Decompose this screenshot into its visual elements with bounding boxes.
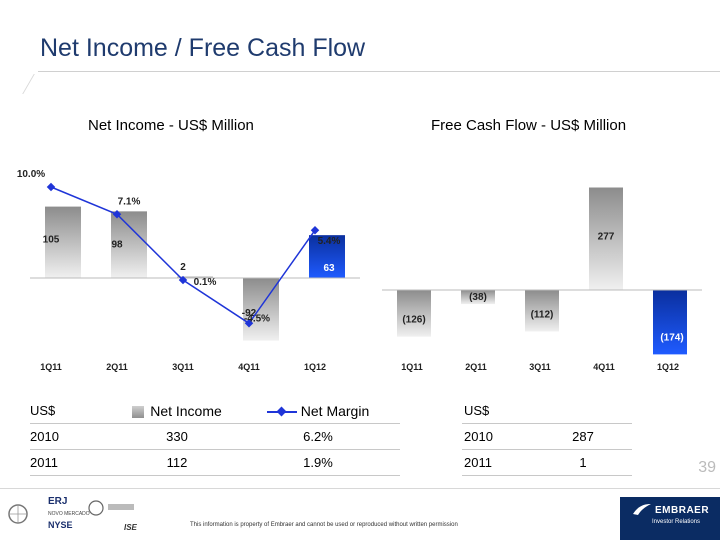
net-income-bar <box>309 235 345 278</box>
net-margin-value-label: -4.5% <box>244 313 270 324</box>
unit-label: US$ <box>462 398 534 424</box>
net-income-value-label: 63 <box>323 263 335 274</box>
category-tick-label: 2Q11 <box>106 362 128 372</box>
company-logo-text: EMBRAER <box>655 505 710 516</box>
table-row: 2010 330 6.2% <box>30 423 400 450</box>
nyse-logo-text: NYSE <box>48 520 73 530</box>
fcf-annual-table: US$ 2010 287 2011 1 <box>462 398 632 476</box>
table-row: 2010 287 <box>462 423 632 450</box>
year-cell: 2011 <box>30 449 118 476</box>
net-income-header: Net Income <box>150 402 222 419</box>
fcf-bar <box>525 290 559 332</box>
novo-mercado-logo-text: NOVO MERCADO <box>48 511 90 517</box>
net-income-value-label: -92 <box>242 308 257 319</box>
net-margin-point <box>46 182 56 192</box>
net-margin-point <box>310 225 320 235</box>
category-tick-label: 4Q11 <box>238 362 260 372</box>
net-income-bar <box>177 276 213 279</box>
net-margin-value-label: 10.0% <box>17 169 45 180</box>
bar-legend-swatch <box>132 406 145 419</box>
category-tick-label: 3Q11 <box>529 362 551 372</box>
category-tick-label: 3Q11 <box>172 362 194 372</box>
net-margin-cell: 6.2% <box>236 423 400 450</box>
net-income-value-label: 98 <box>111 239 123 250</box>
net-income-value-label: 105 <box>43 235 60 246</box>
net-income-bar <box>111 211 147 278</box>
category-tick-label: 1Q12 <box>657 362 679 372</box>
embraer-logo-icon <box>633 504 651 515</box>
title-divider <box>38 71 720 72</box>
net-income-cell: 112 <box>118 449 236 476</box>
net-income-chart-title: Net Income - US$ Million <box>88 117 254 134</box>
year-cell: 2011 <box>462 449 534 476</box>
footer-divider <box>0 488 720 489</box>
fcf-bar <box>397 290 431 337</box>
unit-label: US$ <box>30 398 118 424</box>
net-income-value-label: 2 <box>180 262 186 273</box>
net-margin-legend: Net Margin <box>236 398 400 424</box>
fcf-value-label: (126) <box>402 315 425 326</box>
net-margin-point <box>112 210 122 219</box>
net-margin-value-label: 7.1% <box>118 196 141 207</box>
year-cell: 2010 <box>462 423 534 450</box>
net-income-legend: Net Income <box>118 398 236 424</box>
net-income-cell: 330 <box>118 423 236 450</box>
footer-disclaimer: This information is property of Embraer … <box>190 522 458 528</box>
category-tick-label: 1Q11 <box>40 362 62 372</box>
fcf-chart-title: Free Cash Flow - US$ Million <box>431 117 627 134</box>
net-margin-cell: 1.9% <box>236 449 400 476</box>
table-header-row: US$ <box>462 398 632 424</box>
category-tick-label: 4Q11 <box>593 362 615 372</box>
slide-title: Net Income / Free Cash Flow <box>40 34 366 62</box>
fcf-value-label: (112) <box>531 309 554 320</box>
index-logo-bar <box>108 504 134 510</box>
net-margin-header: Net Margin <box>300 402 370 419</box>
embraer-logo-panel <box>620 497 720 540</box>
category-tick-label: 1Q12 <box>304 362 326 372</box>
net-income-annual-table: US$ Net Income Net Margin 2010 330 6.2% … <box>30 398 400 476</box>
category-tick-label: 2Q11 <box>465 362 487 372</box>
fcf-value-label: 277 <box>598 232 615 243</box>
net-income-bar <box>45 206 81 278</box>
fcf-bar <box>461 290 495 305</box>
net-margin-value-label: 5.4% <box>318 236 341 247</box>
line-legend-swatch <box>266 406 297 418</box>
table-row: 2011 112 1.9% <box>30 449 400 476</box>
fcf-value-label: (38) <box>469 292 487 303</box>
fcf-bar <box>653 290 687 355</box>
table-header-row: US$ Net Income Net Margin <box>30 398 400 424</box>
index-logo-icon <box>88 500 104 516</box>
exchange-logos: ERJ NOVO MERCADO NYSE ISE <box>8 496 138 532</box>
slide-number: 39 <box>698 459 716 476</box>
fcf-bar <box>589 187 623 290</box>
empty-header-cell <box>534 398 632 424</box>
category-tick-label: 1Q11 <box>401 362 423 372</box>
ise-logo-text: ISE <box>124 523 138 532</box>
net-margin-point <box>244 319 254 328</box>
table-row: 2011 1 <box>462 449 632 476</box>
investor-relations-label: Investor Relations <box>652 519 701 525</box>
net-margin-point <box>178 275 188 285</box>
year-cell: 2010 <box>30 423 118 450</box>
erj-logo-text: ERJ <box>48 496 67 507</box>
net-margin-value-label: 0.1% <box>194 277 217 288</box>
fcf-cell: 287 <box>534 423 632 450</box>
fcf-value-label: (174) <box>660 332 683 343</box>
fcf-cell: 1 <box>534 449 632 476</box>
